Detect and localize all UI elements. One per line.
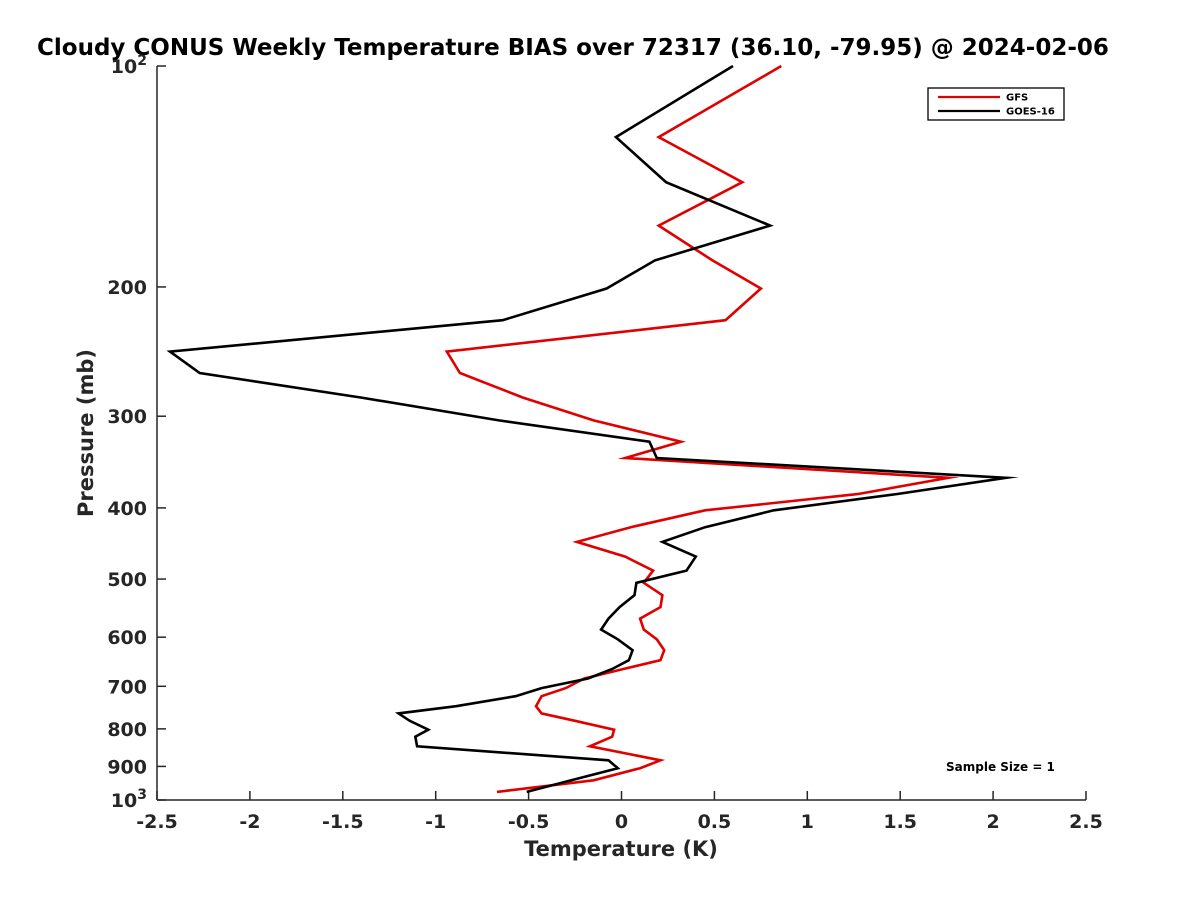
y-tick-label: 600 bbox=[107, 627, 147, 649]
x-axis-ticks: -2.5 -2 -1.5 -1 -0.5 0 0.5 1 1.5 2 2.5 bbox=[136, 791, 1103, 833]
x-tick-label: 0 bbox=[615, 811, 628, 833]
y-tick-label: 102 bbox=[111, 53, 147, 78]
x-tick-label: 2 bbox=[986, 811, 999, 833]
sample-size-annotation: Sample Size = 1 bbox=[946, 760, 1055, 774]
x-axis-label: Temperature (K) bbox=[524, 837, 718, 861]
x-tick-label: -0.5 bbox=[508, 811, 550, 833]
chart-title: Cloudy CONUS Weekly Temperature BIAS ove… bbox=[37, 35, 1109, 61]
x-tick-label: 1.5 bbox=[883, 811, 917, 833]
legend-label: GFS bbox=[1006, 93, 1028, 104]
x-tick-label: -2.5 bbox=[136, 811, 178, 833]
x-tick-label: -2 bbox=[239, 811, 260, 833]
x-tick-label: -1 bbox=[425, 811, 446, 833]
y-tick-label: 700 bbox=[107, 676, 147, 698]
series-line-gfs bbox=[444, 64, 960, 794]
y-tick-label: 103 bbox=[111, 787, 147, 812]
y-axis-ticks: 102 200 300 400 500 600 700 800 900 103 bbox=[107, 53, 166, 812]
y-tick-label: 300 bbox=[107, 406, 147, 428]
y-tick-label: 800 bbox=[107, 719, 147, 741]
plot-area bbox=[156, 66, 1086, 801]
legend-box bbox=[927, 87, 1065, 121]
series-line-goes-16 bbox=[166, 64, 1019, 794]
y-axis-label: Pressure (mb) bbox=[74, 349, 98, 517]
y-tick-label: 900 bbox=[107, 756, 147, 778]
x-tick-label: -1.5 bbox=[322, 811, 364, 833]
x-tick-label: 0.5 bbox=[698, 811, 732, 833]
x-tick-label: 1 bbox=[801, 811, 814, 833]
y-tick-label: 400 bbox=[107, 498, 147, 520]
x-tick-label: 2.5 bbox=[1069, 811, 1103, 833]
y-tick-label: 500 bbox=[107, 569, 147, 591]
y-tick-label: 200 bbox=[107, 277, 147, 299]
legend-label: GOES-16 bbox=[1006, 107, 1055, 118]
series-lines bbox=[166, 64, 1019, 794]
legend: GFS GOES-16 bbox=[927, 87, 1065, 121]
